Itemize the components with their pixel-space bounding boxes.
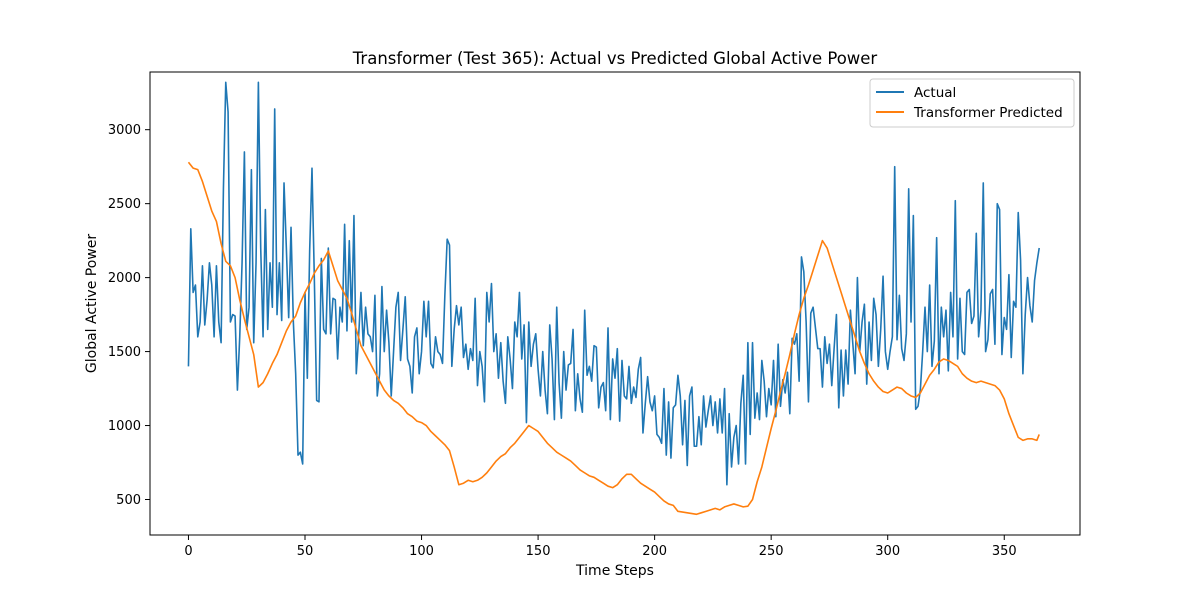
x-tick-label: 100 [409,544,434,559]
legend-box [869,78,1075,128]
y-tick-label: 2500 [108,197,141,212]
x-axis-label: Time Steps [575,563,654,579]
legend-items: Actual Transformer Predicted [876,85,1063,121]
legend: Actual Transformer Predicted [869,78,1075,128]
x-axis: 0 50 100 150 200 250 300 350 [184,535,1017,559]
x-tick-label: 50 [297,544,314,559]
series-layer [187,81,1041,516]
y-axis-label: Global Active Power [84,234,100,373]
legend-label: Actual [914,85,956,101]
y-tick-label: 2000 [108,271,141,286]
x-tick-label: 300 [875,544,900,559]
series-line-predicted [187,161,1040,516]
y-tick-label: 3000 [108,123,141,138]
y-tick-label: 1500 [108,345,141,360]
y-tick-label: 1000 [108,419,141,434]
series-line-actual [187,81,1041,486]
chart-title: Transformer (Test 365): Actual vs Predic… [352,49,878,68]
plot-frame [149,71,1081,536]
x-tick-label: 200 [642,544,667,559]
legend-label: Transformer Predicted [913,105,1063,121]
x-tick-label: 350 [992,544,1017,559]
x-tick-label: 250 [759,544,784,559]
y-axis: 500 1000 1500 2000 2500 3000 [108,123,150,508]
x-tick-label: 150 [526,544,551,559]
x-tick-label: 0 [184,544,192,559]
y-tick-label: 500 [116,493,141,508]
